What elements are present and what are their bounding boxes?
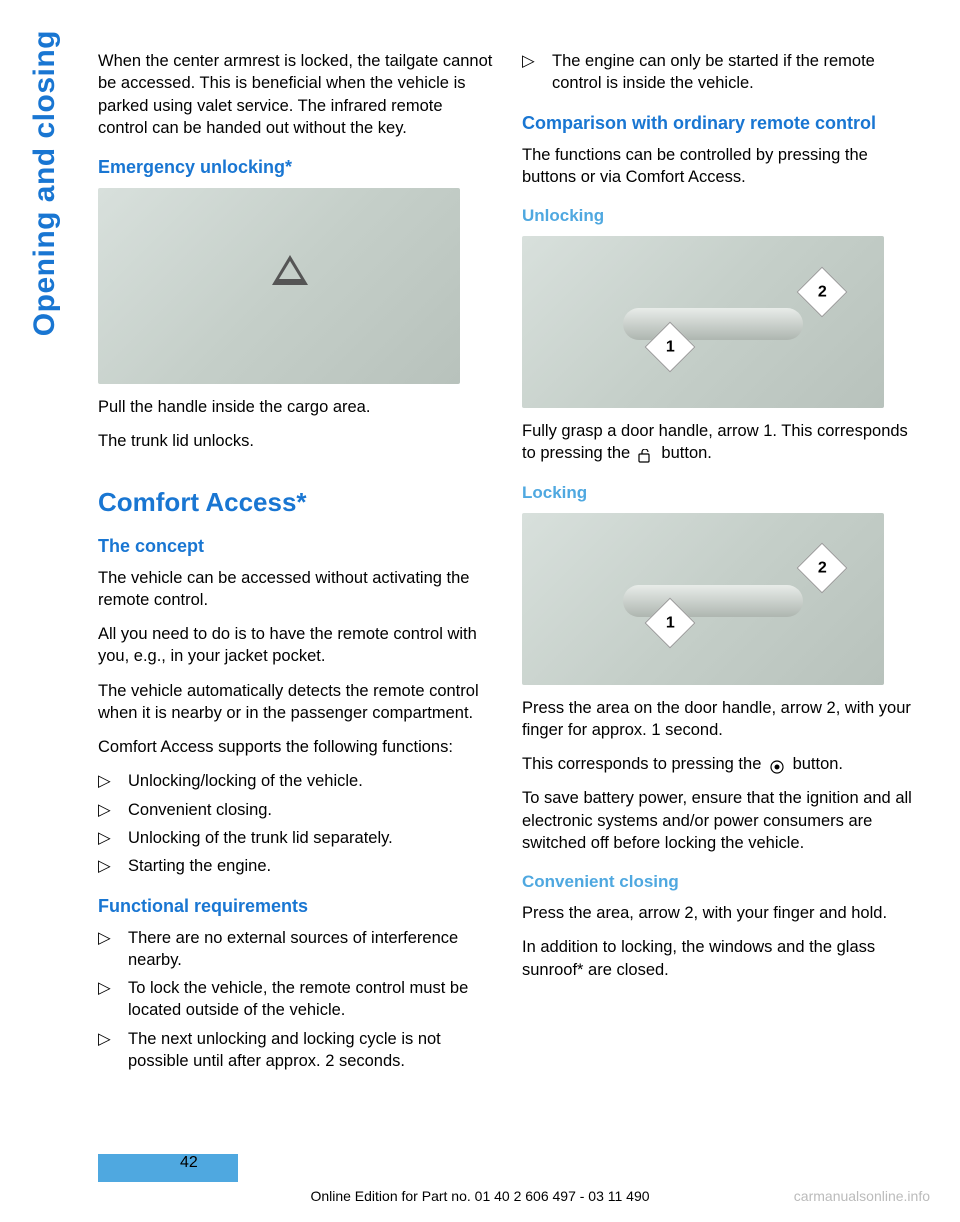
bullet-icon: ▷ (98, 827, 128, 849)
closing-p2: In addition to locking, the windows and … (522, 936, 918, 981)
image-door-handle-unlock: 1 2 (522, 236, 884, 408)
heading-comparison: Comparison with ordinary remote control (522, 113, 918, 134)
image-cargo-area (98, 188, 460, 384)
heading-unlocking: Unlocking (522, 206, 918, 226)
list-item: ▷ Convenient closing. (98, 799, 494, 821)
concept-p2: All you need to do is to have the remote… (98, 623, 494, 668)
unlock-text-post: button. (661, 444, 711, 462)
bullet-text: Unlocking/locking of the vehicle. (128, 770, 494, 792)
content-area: When the center armrest is locked, the t… (98, 50, 918, 1078)
watermark-text: carmanualsonline.info (794, 1188, 930, 1204)
lock-p2: This corresponds to pressing the button. (522, 753, 918, 775)
bullet-text: Convenient closing. (128, 799, 494, 821)
bullet-text: Starting the engine. (128, 855, 494, 877)
list-item: ▷ Starting the engine. (98, 855, 494, 877)
door-handle-shape (623, 308, 803, 340)
page-number: 42 (180, 1154, 198, 1172)
intro-paragraph: When the center armrest is locked, the t… (98, 50, 494, 139)
heading-comfort-access: Comfort Access* (98, 487, 494, 518)
unlock-text-pre: Fully grasp a door handle, arrow 1. This… (522, 422, 908, 462)
list-item: ▷ There are no external sources of inter… (98, 927, 494, 972)
lock-p1: Press the area on the door handle, arrow… (522, 697, 918, 742)
right-column: ▷ The engine can only be started if the … (522, 50, 918, 1078)
bullet-text: Unlocking of the trunk lid separately. (128, 827, 494, 849)
comparison-p: The functions can be controlled by press… (522, 144, 918, 189)
bullet-text: The next unlocking and locking cycle is … (128, 1028, 494, 1073)
list-item: ▷ To lock the vehicle, the remote contro… (98, 977, 494, 1022)
release-handle-icon (272, 255, 308, 285)
lock-icon (768, 758, 786, 772)
list-item: ▷ Unlocking/locking of the vehicle. (98, 770, 494, 792)
heading-functional-requirements: Functional requirements (98, 896, 494, 917)
heading-locking: Locking (522, 483, 918, 503)
lock-text-post: button. (793, 755, 843, 773)
bullet-icon: ▷ (98, 799, 128, 821)
caption-trunk-unlocks: The trunk lid unlocks. (98, 430, 494, 452)
heading-convenient-closing: Convenient closing (522, 872, 918, 892)
bullet-icon: ▷ (98, 770, 128, 792)
bullet-icon: ▷ (98, 977, 128, 1022)
concept-p3: The vehicle automatically detects the re… (98, 680, 494, 725)
heading-the-concept: The concept (98, 536, 494, 557)
list-item: ▷ Unlocking of the trunk lid separately. (98, 827, 494, 849)
bullet-icon: ▷ (98, 855, 128, 877)
bullet-icon: ▷ (522, 50, 552, 95)
caption-pull-handle: Pull the handle inside the cargo area. (98, 396, 494, 418)
image-door-handle-lock: 1 2 (522, 513, 884, 685)
bullet-icon: ▷ (98, 927, 128, 972)
left-column: When the center armrest is locked, the t… (98, 50, 494, 1078)
list-item: ▷ The next unlocking and locking cycle i… (98, 1028, 494, 1073)
lock-text-pre: This corresponds to pressing the (522, 755, 766, 773)
lock-p3: To save battery power, ensure that the i… (522, 787, 918, 854)
page-accent-bar (98, 1154, 238, 1182)
bullet-text: There are no external sources of interfe… (128, 927, 494, 972)
unlock-icon (637, 447, 655, 461)
concept-p1: The vehicle can be accessed without acti… (98, 567, 494, 612)
bullet-text: The engine can only be started if the re… (552, 50, 918, 95)
door-handle-shape (623, 585, 803, 617)
bullet-text: To lock the vehicle, the remote control … (128, 977, 494, 1022)
unlock-p: Fully grasp a door handle, arrow 1. This… (522, 420, 918, 465)
arrow-tag-2: 2 (797, 543, 848, 594)
concept-p4: Comfort Access supports the following fu… (98, 736, 494, 758)
list-item: ▷ The engine can only be started if the … (522, 50, 918, 95)
closing-p1: Press the area, arrow 2, with your finge… (522, 902, 918, 924)
heading-emergency-unlocking: Emergency unlocking* (98, 157, 494, 178)
bullet-icon: ▷ (98, 1028, 128, 1073)
section-title-vertical: Opening and closing (28, 30, 62, 336)
arrow-tag-2: 2 (797, 266, 848, 317)
